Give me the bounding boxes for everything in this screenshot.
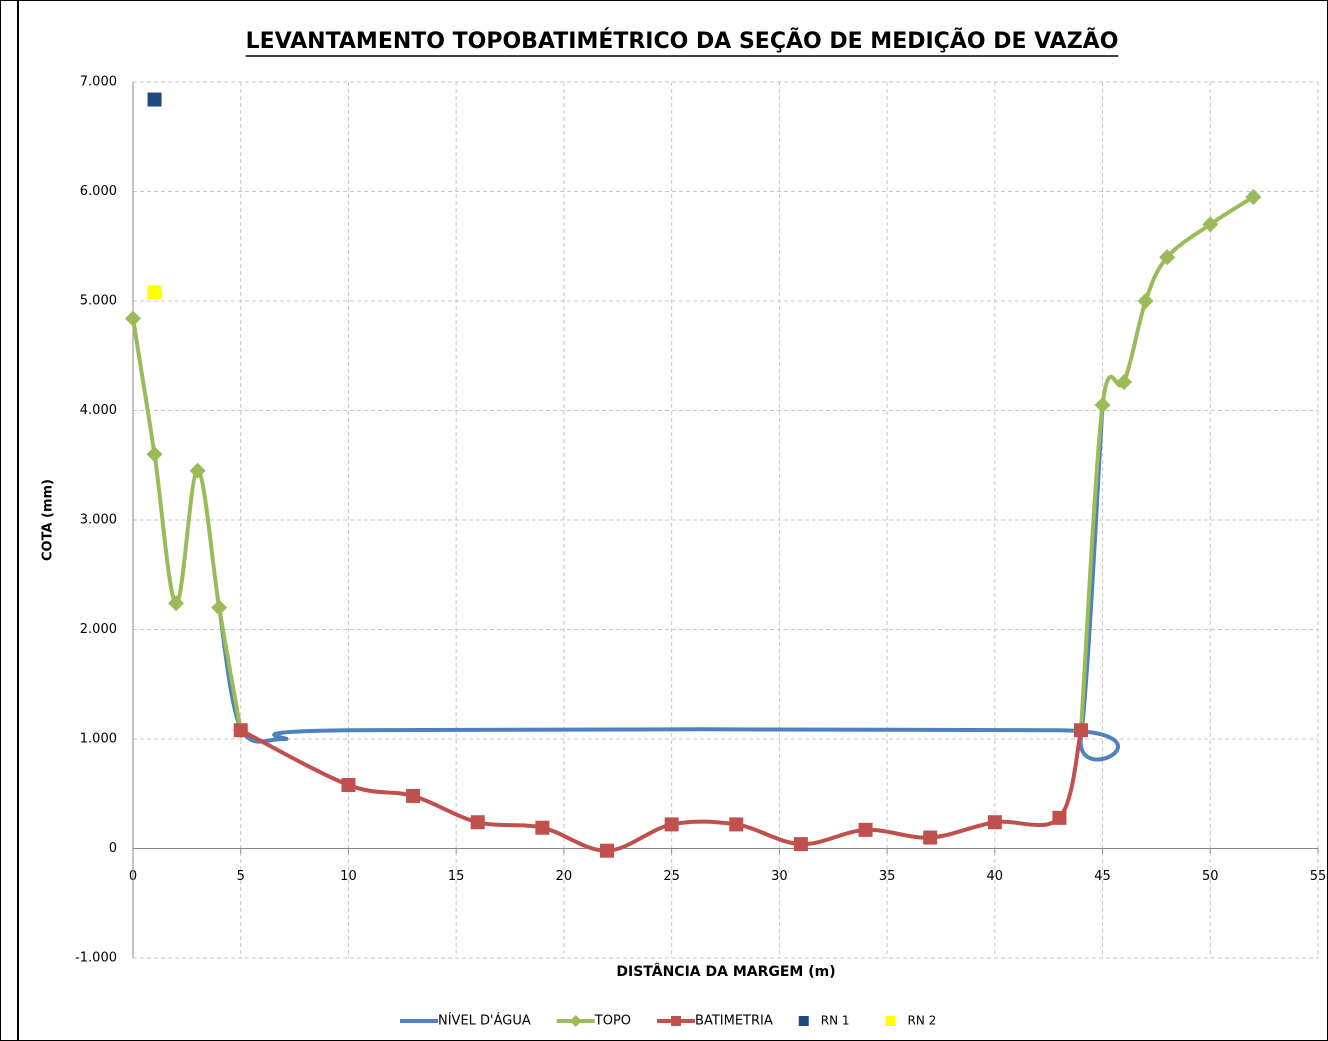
y-tick-label: 3.000 <box>80 513 117 528</box>
legend-label: BATIMETRIA <box>695 1014 773 1029</box>
legend-marker <box>885 1016 896 1026</box>
legend-item: RN 1 <box>798 1014 850 1028</box>
point <box>125 310 141 327</box>
point <box>729 817 744 832</box>
point <box>1094 397 1111 414</box>
series-line <box>1079 195 1255 731</box>
point <box>793 837 808 852</box>
point <box>1202 216 1219 233</box>
y-tick-label: 2.000 <box>80 622 117 637</box>
point <box>168 595 185 612</box>
point <box>1159 249 1176 266</box>
point <box>600 843 614 858</box>
x-axis-label: DISTÂNCIA DA MARGEM (m) <box>616 963 835 980</box>
y-tick-label: 0 <box>109 841 117 856</box>
legend-label: RN 1 <box>821 1014 850 1028</box>
y-axis-label: COTA (mm) <box>41 479 56 561</box>
legend-label: RN 2 <box>908 1014 937 1028</box>
point <box>535 820 550 835</box>
point <box>211 599 228 616</box>
point <box>233 723 248 738</box>
y-tick-label: 5.000 <box>80 294 117 309</box>
y-tick-label: 1.000 <box>80 732 117 747</box>
point <box>341 777 356 792</box>
legend-marker <box>671 1016 682 1026</box>
point <box>987 815 1002 830</box>
legend-item: BATIMETRIA <box>657 1014 773 1029</box>
chart-title: LEVANTAMENTO TOPOBATIMÉTRICO DA SEÇÃO DE… <box>246 28 1119 54</box>
point <box>189 462 206 479</box>
legend-item: NÍVEL D'ÁGUA <box>400 1013 531 1029</box>
y-tick-label: 7.000 <box>80 75 117 90</box>
point <box>147 92 162 107</box>
point <box>664 817 679 832</box>
legend-label: TOPO <box>594 1014 631 1029</box>
y-tick-label: 6.000 <box>80 184 117 199</box>
x-tick-label: 15 <box>448 869 465 884</box>
point <box>1074 723 1088 738</box>
point <box>146 446 163 463</box>
y-tick-label: 4.000 <box>80 403 117 418</box>
point <box>406 788 421 803</box>
series-line <box>131 318 243 731</box>
legend-item: TOPO <box>556 1014 631 1029</box>
point <box>923 830 938 845</box>
x-tick-label: 5 <box>237 869 245 884</box>
legend-marker <box>798 1016 809 1026</box>
x-tick-label: 45 <box>1094 869 1111 884</box>
x-tick-label: 30 <box>771 869 788 884</box>
y-tick-label: -1.000 <box>75 951 117 966</box>
legend-item: RN 2 <box>885 1014 937 1028</box>
point <box>470 815 485 830</box>
x-tick-label: 10 <box>340 869 357 884</box>
x-tick-label: 35 <box>879 869 896 884</box>
point <box>147 285 162 300</box>
point <box>1137 293 1154 309</box>
x-tick-label: 40 <box>987 869 1004 884</box>
x-tick-label: 50 <box>1202 869 1219 884</box>
legend-marker <box>569 1015 582 1027</box>
point <box>1116 374 1133 391</box>
x-tick-label: 25 <box>663 869 680 884</box>
point <box>1245 188 1262 205</box>
point <box>858 822 873 837</box>
legend-label: NÍVEL D'ÁGUA <box>438 1013 531 1029</box>
point <box>1052 810 1067 825</box>
x-tick-label: 20 <box>556 869 573 884</box>
x-tick-label: 55 <box>1310 869 1327 884</box>
